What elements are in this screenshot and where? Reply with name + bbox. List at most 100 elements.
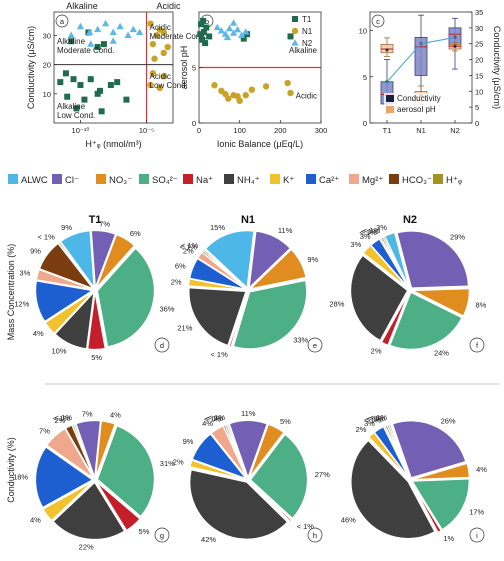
data-point bbox=[147, 20, 154, 27]
pie-label: 4% bbox=[476, 465, 487, 474]
y-tick-label: 10 bbox=[475, 87, 483, 96]
data-point bbox=[211, 82, 218, 89]
data-point bbox=[87, 40, 95, 47]
pie-slice bbox=[189, 469, 289, 540]
pie-slice bbox=[52, 481, 126, 541]
pie-g: < 1% 7% 4%31%5%22%4%18%7%2%< 1%g bbox=[13, 409, 175, 551]
y-tick-label: 10 bbox=[43, 90, 51, 99]
y-axis-label: Conductivity (μS/cm) bbox=[26, 26, 36, 109]
data-point bbox=[248, 86, 256, 93]
legend-label: Na⁺ bbox=[196, 175, 213, 186]
panel-letter: f bbox=[476, 341, 479, 350]
data-point bbox=[94, 44, 101, 51]
pie-label: 21% bbox=[177, 323, 192, 332]
pie-slice bbox=[248, 248, 307, 290]
pie-label: 22% bbox=[79, 542, 94, 551]
pie-slice bbox=[202, 248, 247, 289]
data-point bbox=[136, 28, 144, 36]
data-point bbox=[68, 38, 75, 45]
pie-slice bbox=[87, 292, 106, 351]
pie-label: 6% bbox=[175, 261, 186, 270]
pie-label: 4% bbox=[110, 411, 121, 420]
data-point bbox=[124, 31, 132, 38]
pie-slice bbox=[386, 423, 410, 478]
legend-marker bbox=[291, 39, 299, 46]
pie-slice bbox=[54, 290, 95, 350]
row-labels: Mass Concentration (%) Conductivity (%) bbox=[6, 244, 16, 503]
pie-label: < 1% bbox=[55, 413, 73, 422]
pie-label: 12% bbox=[14, 300, 29, 309]
y-tick-label: 35 bbox=[475, 8, 483, 17]
pie-slice bbox=[38, 242, 95, 290]
pie-label: 28% bbox=[329, 300, 344, 309]
pie-slice bbox=[224, 423, 248, 478]
pie-slice bbox=[191, 433, 248, 480]
pie-slice bbox=[42, 480, 94, 522]
pie-slice bbox=[396, 230, 470, 289]
pie-slice bbox=[249, 481, 293, 523]
pie-slice bbox=[35, 280, 95, 323]
legend-swatch bbox=[389, 174, 399, 184]
pie-label: 46% bbox=[341, 515, 356, 524]
pie-label: 42% bbox=[201, 535, 216, 544]
legend-swatch bbox=[52, 174, 62, 184]
y-tick-label: 5 bbox=[475, 103, 479, 112]
data-point bbox=[149, 70, 157, 77]
pie-label: 2% bbox=[54, 416, 65, 425]
pie-label: 7% bbox=[82, 409, 93, 418]
legend-label: HCO₃⁻ bbox=[402, 175, 432, 186]
pie-slice bbox=[188, 287, 247, 347]
pie-slice bbox=[248, 230, 292, 290]
region-label: Alkaline Low Cond. bbox=[57, 102, 95, 120]
data-point bbox=[202, 40, 209, 47]
pie-slice bbox=[96, 247, 156, 348]
legend-label: ALWC bbox=[21, 175, 48, 186]
pie-slice bbox=[95, 233, 136, 289]
pie-slice bbox=[412, 462, 471, 481]
pie-title: N1 bbox=[241, 214, 255, 226]
pie-label: < 1% bbox=[364, 415, 382, 424]
data-point bbox=[114, 79, 121, 86]
pie-label: 5% bbox=[139, 527, 150, 536]
data-point bbox=[109, 28, 117, 36]
pie-label: < 1% bbox=[366, 415, 384, 424]
y-tick-label: 20 bbox=[43, 61, 51, 70]
data-point bbox=[102, 19, 110, 27]
data-point bbox=[153, 32, 161, 39]
pie-i: < 1% 26%4%17%1%46%2%3%< 1%< 1%< 1%i bbox=[341, 413, 487, 543]
pie-slice bbox=[412, 288, 471, 317]
data-point bbox=[213, 23, 221, 31]
y-axis-label-right: Conductivity (μS/cm) bbox=[492, 26, 502, 109]
pie-label: < 1% bbox=[37, 232, 55, 241]
data-point bbox=[62, 70, 69, 77]
pie-slice bbox=[188, 257, 246, 290]
x-tick-label: 0 bbox=[197, 126, 201, 135]
data-point bbox=[94, 25, 102, 33]
data-point bbox=[164, 43, 171, 51]
x-tick-label: 10⁻⁵ bbox=[139, 126, 154, 135]
y-tick-label: 25 bbox=[475, 40, 483, 49]
panel-letter: g bbox=[160, 531, 164, 540]
pie-label: 31% bbox=[160, 459, 175, 468]
row-label: Conductivity (%) bbox=[6, 437, 16, 503]
data-point bbox=[67, 31, 75, 38]
mean-marker: + bbox=[385, 78, 390, 87]
data-point bbox=[100, 41, 107, 48]
pie-label: 36% bbox=[159, 304, 174, 313]
data-point bbox=[147, 81, 154, 89]
pie-label: 4% bbox=[30, 515, 41, 524]
panel-letter bbox=[307, 337, 323, 353]
pie-label: 2% bbox=[171, 278, 182, 287]
pie-label: 18% bbox=[13, 472, 28, 481]
data-point bbox=[238, 31, 246, 38]
region-label: Alkaline bbox=[289, 46, 318, 55]
pie-slice bbox=[34, 446, 94, 509]
data-point bbox=[242, 92, 249, 99]
data-point bbox=[234, 25, 242, 33]
pie-slice bbox=[187, 278, 246, 291]
legend-label: N1 bbox=[302, 27, 313, 36]
x-tick-label: 300 bbox=[315, 126, 328, 135]
data-point bbox=[225, 24, 234, 32]
legend-label: K⁺ bbox=[283, 175, 294, 186]
pie-label: 5% bbox=[280, 417, 291, 426]
